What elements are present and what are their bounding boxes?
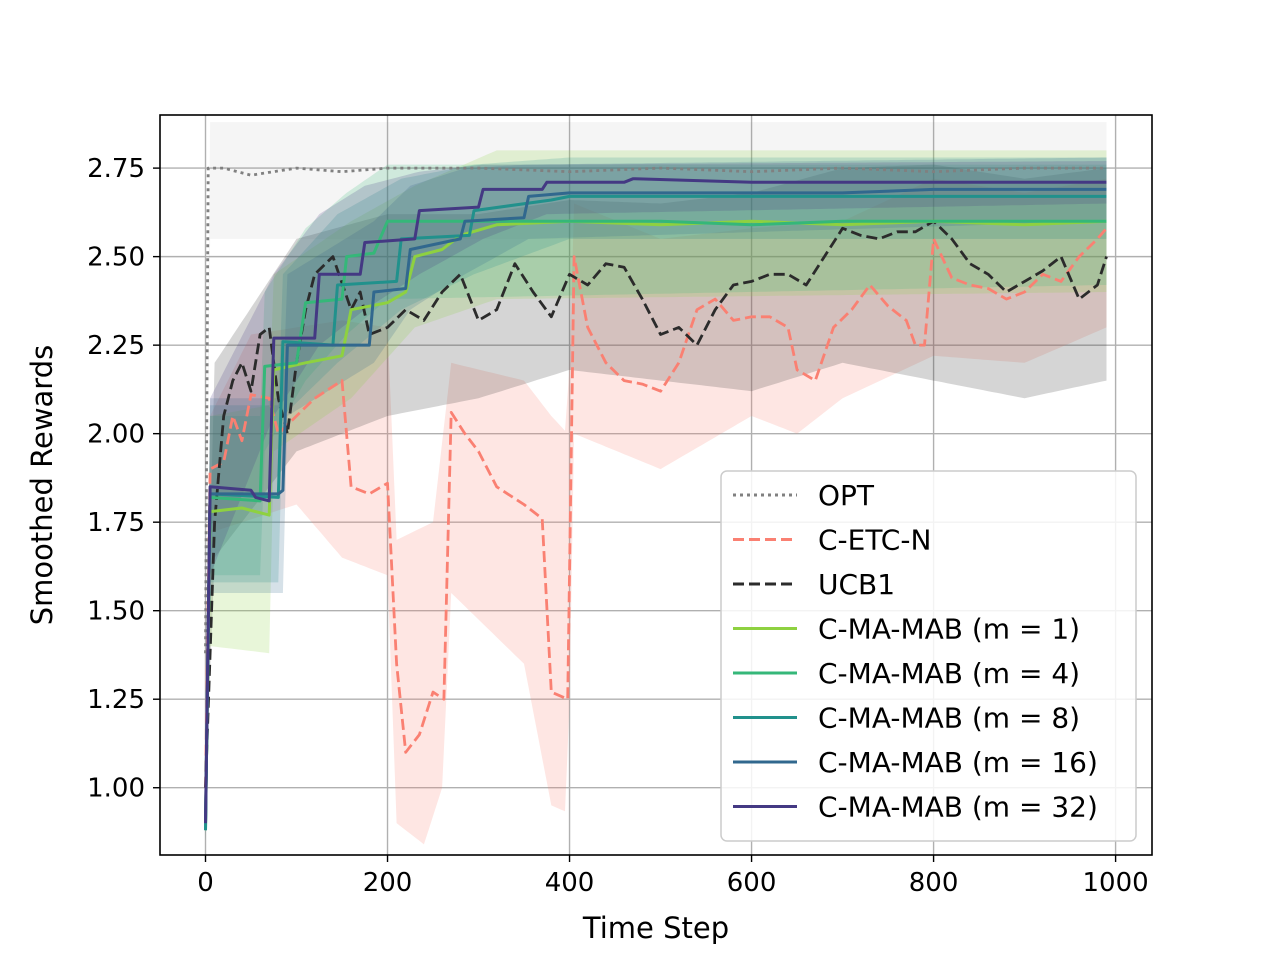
x-tick-label: 400 (545, 868, 595, 898)
legend-label: C-MA-MAB (m = 4) (818, 657, 1080, 690)
y-tick-label: 2.50 (87, 243, 145, 273)
y-tick-label: 1.25 (87, 685, 145, 715)
y-tick-label: 2.25 (87, 331, 145, 361)
series-lines (204, 166, 1108, 831)
axis-ticks: 0 200 400 600 800 1000 1.00 1.25 1.50 1.75 2.00 2.2… (87, 154, 1149, 898)
plot-frame (159, 114, 1153, 856)
band-c-ma-mab-m-4 (205, 164, 1107, 841)
legend-label: C-ETC-N (818, 524, 931, 557)
y-axis-title: Smoothed Rewards (25, 345, 59, 625)
y-tick-label: 1.50 (87, 597, 145, 627)
y-tick-label: 2.00 (87, 420, 145, 450)
x-tick-label: 0 (197, 868, 214, 898)
legend-label: UCB1 (818, 568, 895, 601)
x-tick-label: 800 (909, 868, 959, 898)
series-line-c-ma-mab-m-16 (204, 187, 1107, 824)
band-c-ma-mab-m-1 (205, 150, 1107, 841)
y-tick-label: 2.75 (87, 154, 145, 184)
legend-label: C-MA-MAB (m = 16) (818, 746, 1098, 779)
series-line-ucb1 (204, 219, 1108, 788)
y-tick-label: 1.00 (87, 774, 145, 804)
series-line-c-ma-mab-m-4 (204, 219, 1107, 831)
legend-box (720, 470, 1137, 842)
series-line-opt (204, 166, 1107, 654)
band-opt (205, 122, 1107, 682)
series-line-c-etc-n (204, 227, 1108, 788)
y-tick-label: 1.75 (87, 508, 145, 538)
legend-label: OPT (818, 479, 875, 512)
band-c-etc-n (205, 178, 1107, 845)
legend-label: C-MA-MAB (m = 8) (818, 702, 1080, 735)
legend-label: C-MA-MAB (m = 1) (818, 613, 1080, 646)
x-tick-label: 200 (363, 868, 413, 898)
series-line-c-ma-mab-m-8 (204, 194, 1107, 831)
x-tick-label: 600 (727, 868, 777, 898)
band-ucb1 (205, 164, 1107, 788)
x-tick-label: 1000 (1083, 868, 1149, 898)
x-axis-title: Time Step (582, 911, 729, 945)
legend-label: C-MA-MAB (m = 32) (818, 791, 1098, 824)
series-line-c-ma-mab-m-32 (204, 177, 1107, 824)
legend: OPT C-ETC-N UCB1 C-MA-MAB (m = 1) C-MA-MAB (… (720, 470, 1137, 842)
